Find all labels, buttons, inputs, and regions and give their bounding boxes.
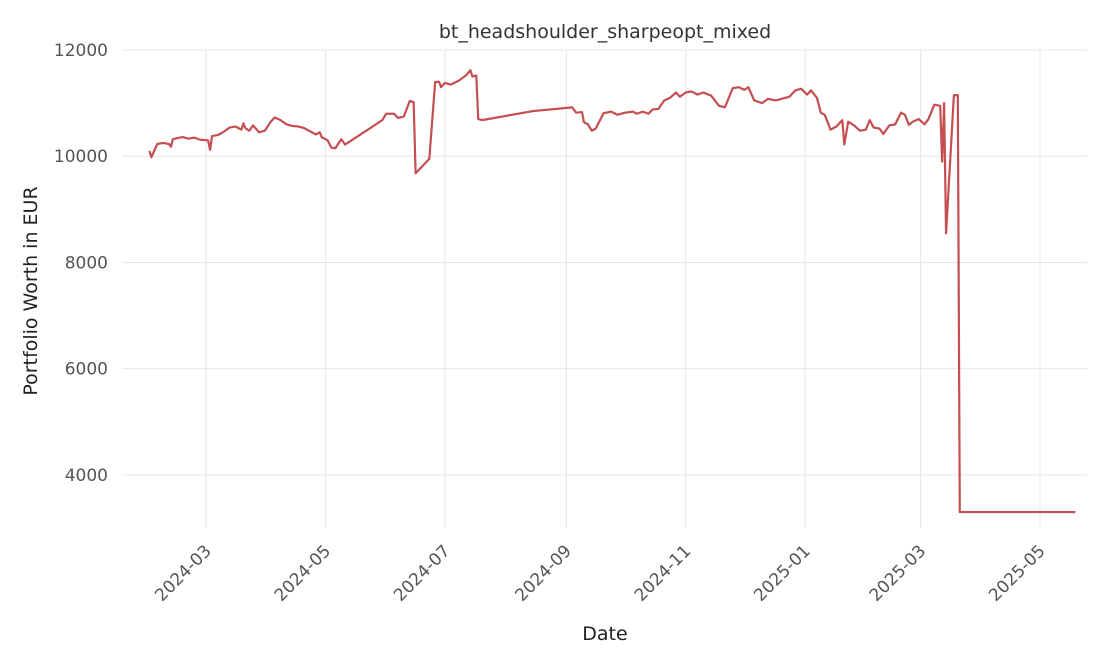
x-tick-label: 2024-03 xyxy=(151,541,215,605)
x-tick-label: 2024-11 xyxy=(631,541,695,605)
y-tick-label: 8000 xyxy=(65,253,108,273)
x-tick-label: 2024-05 xyxy=(271,541,335,605)
x-tick-label: 2025-03 xyxy=(866,541,930,605)
series-layer xyxy=(148,69,1076,514)
x-axis-label: Date xyxy=(582,623,627,645)
grid xyxy=(122,49,1087,528)
y-axis-label: Portfolio Worth in EUR xyxy=(20,186,42,395)
x-tick-label: 2024-07 xyxy=(390,541,454,605)
chart-title: bt_headshoulder_sharpeopt_mixed xyxy=(439,21,771,43)
x-axis: 2024-03 2024-05 2024-07 2024-09 2024-11 2025-… xyxy=(151,541,1049,605)
x-tick-label: 2025-05 xyxy=(985,541,1049,605)
y-tick-label: 12000 xyxy=(54,41,108,61)
y-tick-label: 6000 xyxy=(65,360,108,380)
y-axis: 4000 6000 8000 10000 12000 xyxy=(54,41,108,486)
y-tick-label: 4000 xyxy=(65,466,108,486)
x-tick-label: 2024-09 xyxy=(511,541,575,605)
series-line xyxy=(148,69,1076,514)
x-tick-label: 2025-01 xyxy=(750,541,814,605)
y-tick-label: 10000 xyxy=(54,147,108,167)
